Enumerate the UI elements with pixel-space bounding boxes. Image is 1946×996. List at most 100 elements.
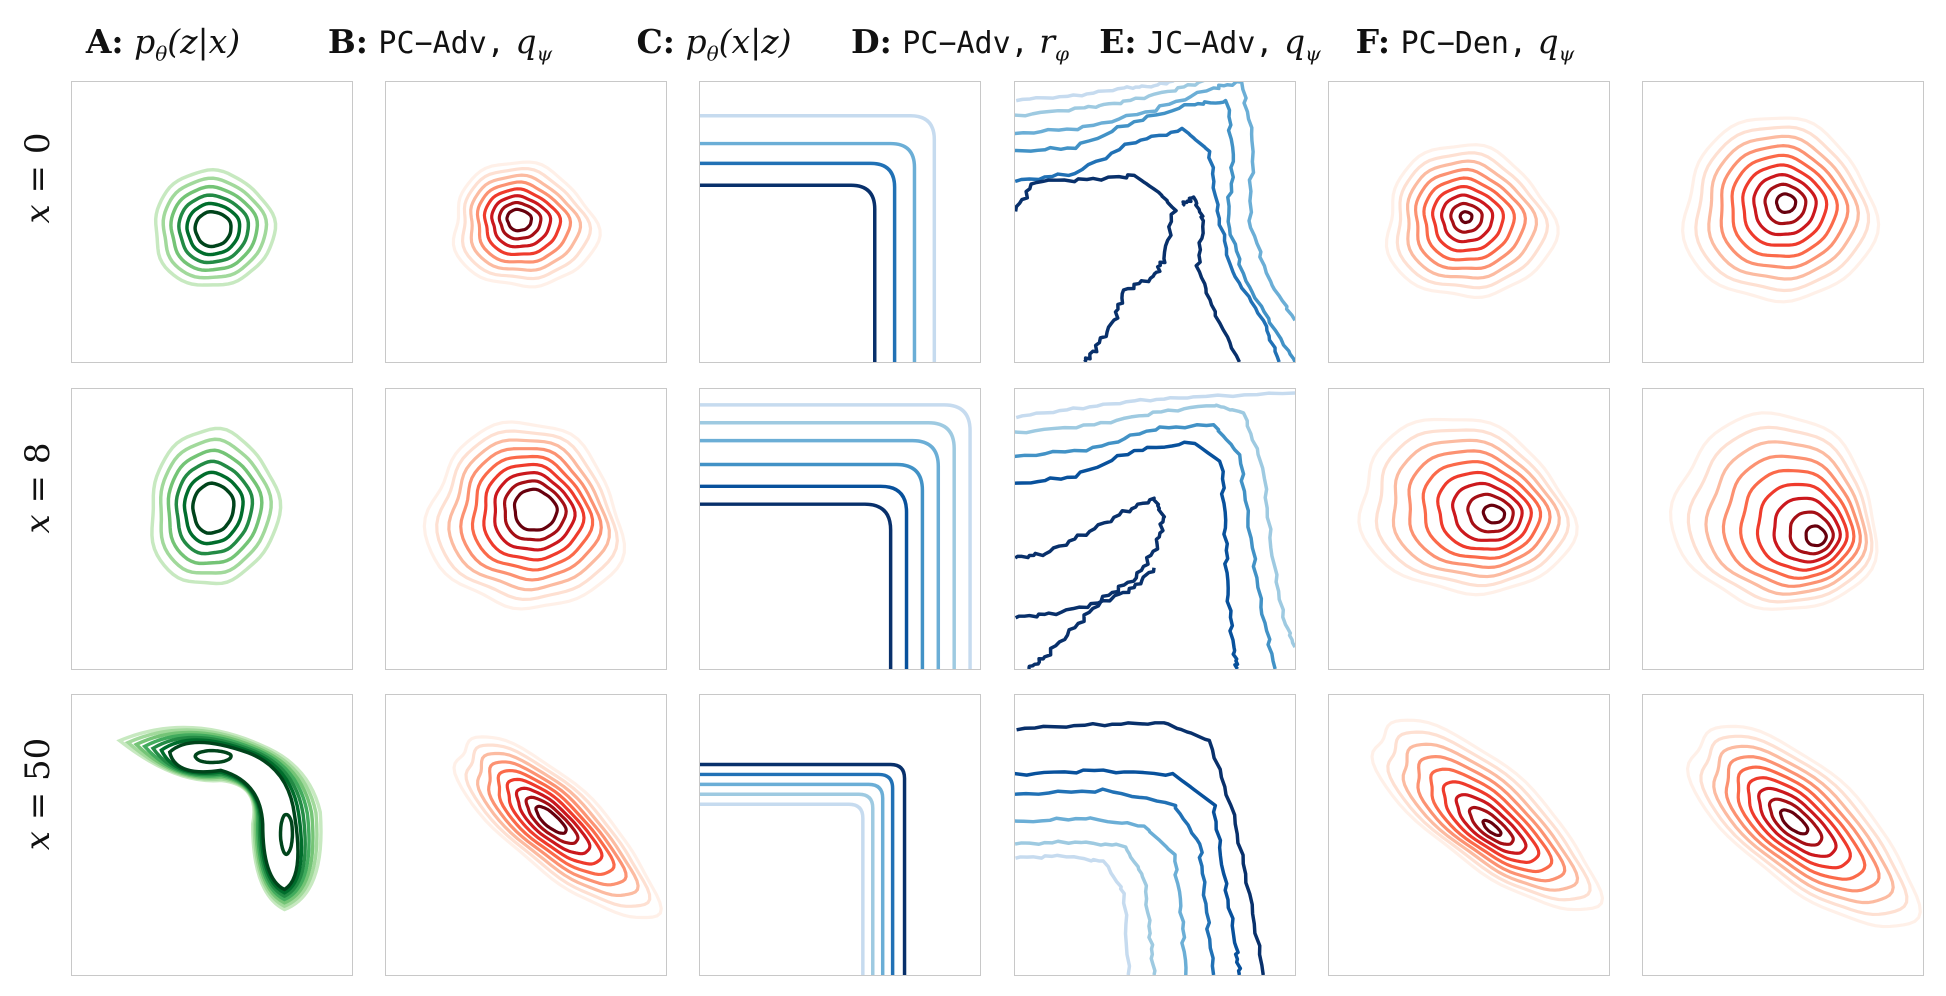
contour-line [700,462,925,669]
contour-line [1746,776,1852,870]
contour-line [700,141,917,362]
row-label-var: x [18,204,58,224]
column-math: qψ [1283,22,1321,66]
contour-line [1724,755,1881,893]
contour-plot [1384,143,1560,300]
contour-line [700,438,941,669]
contour-line [1401,742,1580,892]
contour-line [1015,567,1156,620]
contour-line [524,795,580,846]
contour-line [1422,176,1516,262]
contour-line [153,167,278,287]
contour-line [182,470,245,546]
panel-d-row1 [1014,388,1296,670]
column-math: pθ(x|z) [685,22,792,66]
column-letter: A: [85,22,124,61]
panel-f-row1 [1642,388,1924,670]
contour-line [512,487,559,532]
contour-line [1015,839,1157,975]
contour-line [700,502,893,669]
row-label-0: x = 0 [18,68,58,288]
row-label-value: = 8 [18,442,58,515]
contour-line [1015,391,1295,420]
contour-line [497,200,543,241]
column-letter: E: [1099,22,1137,61]
contour-line [191,481,236,535]
contour-line [1407,449,1552,570]
contour-line [1391,438,1561,579]
panel-b-row1 [385,388,667,670]
contour-line [514,786,592,856]
contour-line [1015,82,1205,118]
panel-e-row2 [1328,694,1610,976]
contour-line [1467,805,1515,846]
row-label-1: x = 8 [18,378,58,598]
contour-line [700,802,865,975]
panel-c-row0 [699,81,981,363]
contour-plot [700,762,907,975]
contour-line [1431,184,1505,253]
contour-line [435,429,619,601]
contour-line [493,471,577,552]
panel-d-row0 [1014,81,1296,363]
contour-line [1015,403,1295,648]
column-header-e: E: JC−Adv, qψ [1060,22,1360,70]
panel-c-row2 [699,694,981,976]
contour-plot [1357,417,1579,597]
contour-line [1741,163,1829,247]
contour-line [1804,524,1828,548]
column-method: JC−Adv, [1147,26,1274,61]
contour-plot [1370,718,1605,912]
contour-line [475,180,573,264]
contour-line [452,735,663,920]
column-math: pθ(z|x) [134,22,241,66]
contour-line [487,760,628,887]
contour-plot [1015,721,1265,975]
contour-line [1686,425,1874,604]
contour-line [193,210,233,249]
contour-line [1436,470,1533,551]
column-letter: D: [850,22,892,61]
contour-plot [116,725,323,912]
contour-line [1763,182,1808,226]
contour-line [1374,428,1570,588]
contour-line [1395,151,1550,290]
row-label-value: = 50 [18,737,58,832]
contour-line [1384,143,1560,300]
panel-d-row2 [1014,694,1296,976]
contour-line [1481,818,1503,837]
contour-line [505,207,534,233]
contour-plot [1015,391,1295,669]
column-method: PC−Adv, [902,26,1029,61]
contour-line [1421,460,1543,560]
panel-e-row1 [1328,388,1610,670]
contour-line [1015,82,1175,103]
contour-line [1707,134,1860,281]
contour-line [1406,159,1539,280]
contour-plot [1015,82,1295,362]
contour-line [1755,482,1849,572]
contour-line [700,484,909,669]
contour-line [1015,126,1281,362]
contour-line [1015,98,1295,362]
contour-line [1015,768,1243,975]
row-label-2: x = 50 [18,684,58,904]
contour-line [700,421,956,669]
row-label-var: x [18,831,58,851]
contour-line [1774,192,1798,214]
contour-line [1767,797,1824,847]
contour-line [700,161,897,362]
contour-plot [1685,724,1922,929]
contour-line [700,762,907,975]
column-header-d: D: PC−Adv, rφ [810,22,1110,70]
contour-line [1015,816,1188,975]
contour-line [1458,210,1474,225]
contour-line [482,462,586,562]
contour-line [177,193,251,265]
contour-line [1772,496,1842,564]
contour-plot [1669,411,1879,611]
contour-line [1015,496,1167,669]
panel-a-row0 [71,81,353,363]
contour-line [159,437,273,575]
column-header-c: C: pθ(x|z) [564,22,864,70]
